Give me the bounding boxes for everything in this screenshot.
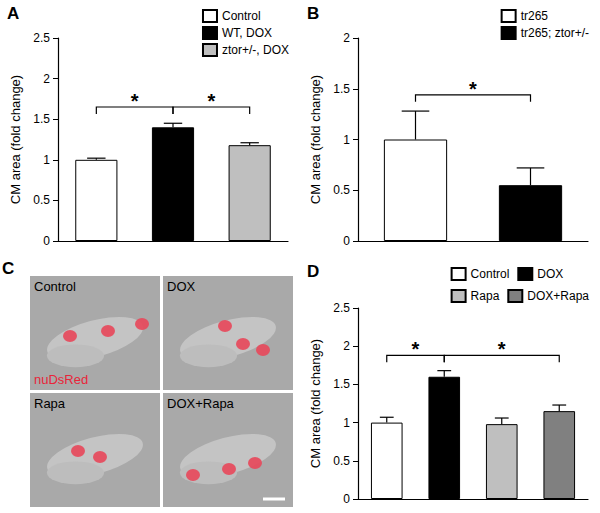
- svg-text:*: *: [207, 90, 215, 112]
- svg-text:CM area (fold change): CM area (fold change): [308, 339, 323, 468]
- svg-text:tr265; ztor+/-: tr265; ztor+/-: [521, 26, 589, 40]
- svg-text:tr265: tr265: [521, 9, 549, 23]
- svg-text:2: 2: [343, 31, 350, 45]
- svg-text:*: *: [498, 338, 506, 360]
- svg-text:CM area (fold change): CM area (fold change): [308, 75, 323, 204]
- svg-text:A: A: [7, 4, 19, 23]
- svg-text:*: *: [131, 90, 139, 112]
- svg-text:nuDsRed: nuDsRed: [34, 372, 88, 387]
- svg-text:Control: Control: [34, 279, 76, 294]
- svg-text:WT, DOX: WT, DOX: [222, 26, 272, 40]
- svg-text:DOX+Rapa: DOX+Rapa: [167, 396, 235, 411]
- svg-text:Control: Control: [222, 9, 261, 23]
- svg-text:D: D: [307, 262, 319, 281]
- svg-text:1.5: 1.5: [333, 82, 350, 96]
- svg-text:CM area (fold change): CM area (fold change): [8, 75, 23, 204]
- svg-text:Rapa: Rapa: [471, 289, 500, 303]
- svg-text:2: 2: [343, 339, 350, 353]
- svg-text:Rapa: Rapa: [34, 396, 66, 411]
- svg-text:0.5: 0.5: [333, 454, 350, 468]
- svg-text:2.5: 2.5: [33, 31, 50, 45]
- svg-text:*: *: [412, 338, 420, 360]
- svg-text:2: 2: [43, 72, 50, 86]
- svg-text:C: C: [2, 259, 14, 278]
- svg-text:B: B: [307, 4, 319, 23]
- svg-text:1: 1: [43, 153, 50, 167]
- svg-text:0.5: 0.5: [33, 193, 50, 207]
- svg-text:DOX: DOX: [537, 267, 563, 281]
- svg-text:2.5: 2.5: [333, 301, 350, 315]
- svg-text:1: 1: [343, 133, 350, 147]
- svg-text:1.5: 1.5: [333, 377, 350, 391]
- svg-text:0.5: 0.5: [333, 183, 350, 197]
- svg-text:*: *: [469, 78, 477, 100]
- svg-text:1: 1: [343, 416, 350, 430]
- svg-text:Control: Control: [471, 267, 510, 281]
- svg-text:DOX+Rapa: DOX+Rapa: [527, 289, 589, 303]
- svg-text:0: 0: [343, 492, 350, 506]
- svg-text:ztor+/-, DOX: ztor+/-, DOX: [222, 43, 289, 57]
- svg-text:DOX: DOX: [167, 279, 196, 294]
- svg-text:0: 0: [343, 234, 350, 248]
- svg-text:1.5: 1.5: [33, 112, 50, 126]
- svg-text:0: 0: [43, 234, 50, 248]
